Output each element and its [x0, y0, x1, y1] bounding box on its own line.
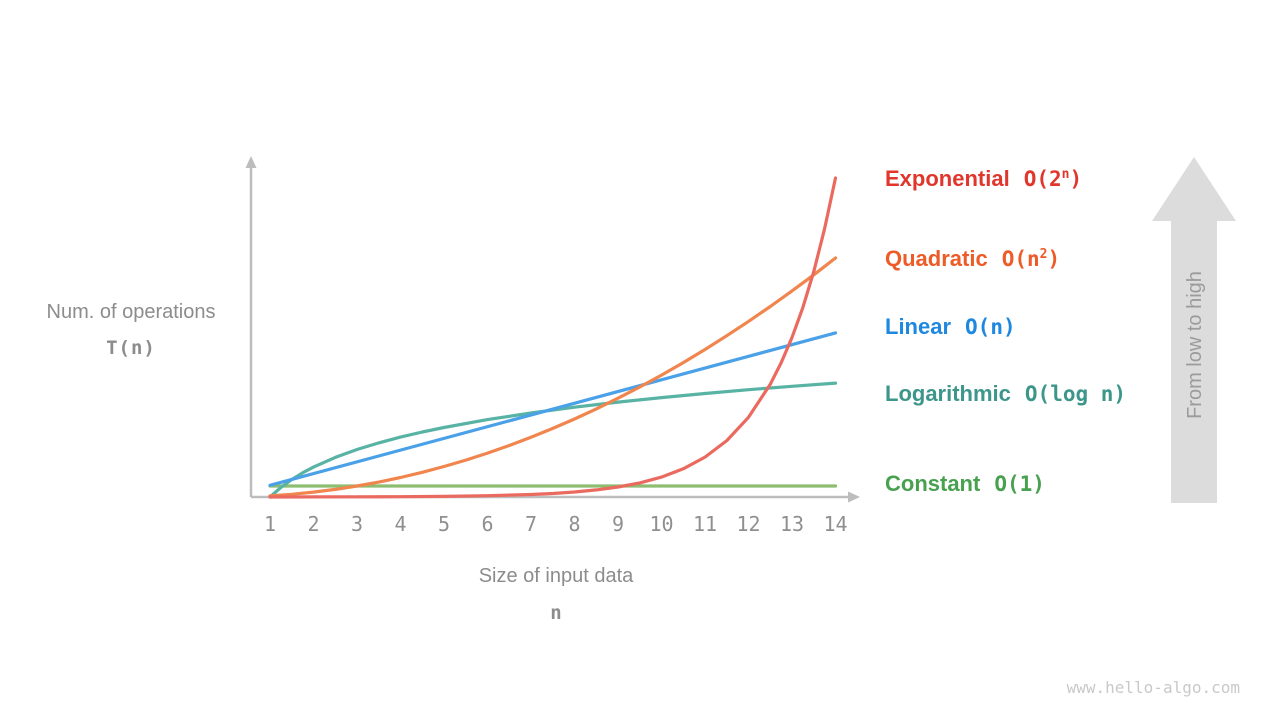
x-tick-label: 9	[611, 512, 625, 536]
x-tick-label: 1	[263, 512, 277, 536]
x-tick-label: 8	[568, 512, 581, 536]
curve-quadratic	[268, 256, 838, 498]
x-tick-label: 13	[779, 512, 805, 536]
legend-item-linear: Linear O(n)	[885, 314, 1016, 340]
x-tick-label: 3	[350, 512, 364, 536]
legend-item-constant: Constant O(1)	[885, 471, 1045, 497]
legend-formula-linear: O(n)	[965, 315, 1016, 339]
legend-formula-logarithmic: O(log n)	[1024, 382, 1127, 406]
legend-item-logarithmic: Logarithmic O(log n)	[885, 381, 1126, 407]
legend-name-constant: Constant	[885, 471, 981, 496]
x-tick-label: 14	[823, 512, 848, 536]
legend-name-exponential: Exponential	[885, 166, 1010, 191]
x-axis-caption: Size of input data n	[406, 565, 706, 624]
y-axis-caption-symbol: T(n)	[106, 337, 156, 359]
curve-exponential	[268, 176, 838, 499]
x-axis-arrowhead-icon	[848, 491, 860, 503]
x-tick-label: 4	[394, 512, 407, 536]
legend-formula-exponential: O(2n)	[1023, 167, 1083, 191]
legend-formula-quadratic: O(n2)	[1001, 247, 1061, 271]
x-axis-caption-text: Size of input data	[478, 565, 634, 587]
x-tick-label: 12	[736, 512, 761, 536]
watermark: www.hello-algo.com	[1066, 678, 1240, 697]
curves-group	[268, 176, 838, 499]
curve-logarithmic	[268, 381, 838, 499]
x-tick-label: 7	[524, 512, 538, 536]
y-axis-arrowhead-icon	[245, 156, 257, 168]
x-tick-label: 6	[481, 512, 494, 536]
y-axis-caption: Num. of operations T(n)	[15, 301, 247, 359]
curve-linear	[268, 331, 838, 487]
legend-name-logarithmic: Logarithmic	[885, 381, 1011, 406]
legend-item-quadratic: Quadratic O(n2)	[885, 246, 1060, 272]
y-axis-caption-text: Num. of operations	[46, 301, 216, 323]
low-to-high-arrow-shape	[1152, 157, 1236, 503]
legend-formula-superscript: n	[1061, 167, 1070, 182]
low-to-high-arrow-label: From low to high	[1184, 271, 1206, 419]
legend-item-exponential: Exponential O(2n)	[885, 166, 1082, 192]
legend-name-quadratic: Quadratic	[885, 246, 988, 271]
x-axis-caption-symbol: n	[550, 602, 562, 624]
x-tick-label: 11	[692, 512, 718, 536]
x-tick-label: 10	[649, 512, 674, 536]
legend: Exponential O(2n) Quadratic O(n2) Linear O(n)…	[885, 0, 1245, 520]
legend-formula-superscript: 2	[1039, 247, 1048, 262]
x-tick-labels: 1 2 3 4 5 6 7 8 9 10 11 12 13 14	[0, 512, 1280, 538]
x-tick-label: 5	[437, 512, 451, 536]
legend-name-linear: Linear	[885, 314, 952, 339]
x-tick-label: 2	[307, 512, 320, 536]
legend-formula-constant: O(1)	[994, 472, 1045, 496]
